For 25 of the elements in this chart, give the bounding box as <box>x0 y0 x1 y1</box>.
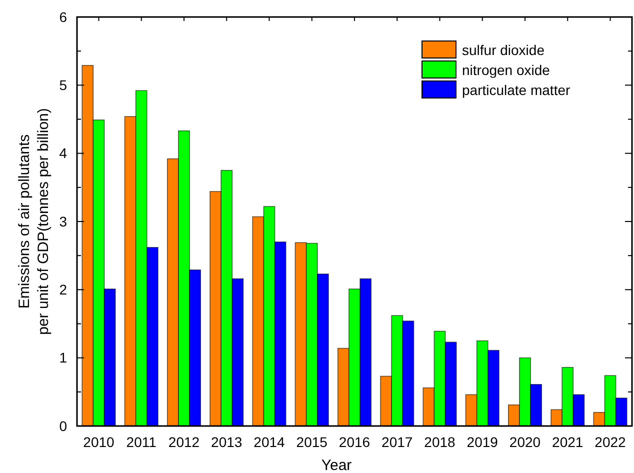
x-tick-label: 2022 <box>594 434 626 450</box>
y-tick-label: 3 <box>59 213 68 230</box>
y-tick-label: 4 <box>59 145 68 162</box>
x-tick-label: 2021 <box>552 434 584 450</box>
x-tick-label: 2015 <box>296 434 328 450</box>
x-tick-label: 2018 <box>424 434 456 450</box>
y-tick-label: 2 <box>59 282 68 298</box>
x-tick-label: 2020 <box>509 434 541 450</box>
x-tick-label: 2019 <box>466 434 498 450</box>
x-tick-label: 2010 <box>83 434 115 450</box>
x-tick-label: 2013 <box>211 434 242 450</box>
y-tick-label: 0 <box>59 418 68 434</box>
x-tick-label: 2014 <box>254 434 286 450</box>
x-tick-label: 2011 <box>126 434 157 450</box>
x-axis-title: Year <box>321 457 352 473</box>
x-tick-label: 2012 <box>168 434 200 450</box>
y-tick-label: 5 <box>59 77 68 94</box>
y-tick-label: 6 <box>59 8 68 25</box>
y-axis-title: Emissions of air pollutants per unit of GDP(tonnes per billion) <box>16 108 52 335</box>
y-tick-label: 1 <box>59 350 68 366</box>
x-tick-label: 2016 <box>338 434 370 450</box>
legend-label: sulfur dioxide <box>462 42 545 58</box>
legend-label: particulate matter <box>462 82 570 98</box>
legend-label: nitrogen oxide <box>462 62 550 78</box>
x-tick-label: 2017 <box>382 434 413 450</box>
